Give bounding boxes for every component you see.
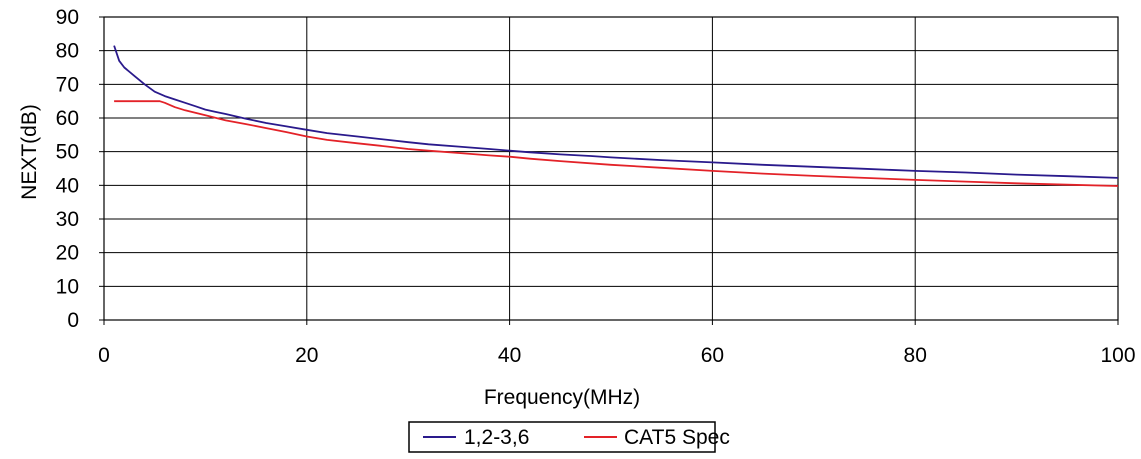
- x-tick-label-0: 0: [98, 344, 110, 367]
- y-tick-label-40: 40: [56, 174, 79, 197]
- y-axis-label: NEXT(dB): [18, 104, 41, 200]
- tick-labels: 0 10 20 30 40 50 60 70 80 90 0 20 40 60 80 100: [56, 6, 1136, 367]
- x-tick-label-40: 40: [498, 344, 521, 367]
- legend: 1,2-3,6 CAT5 Spec: [408, 421, 730, 453]
- grid: [104, 17, 1118, 320]
- y-tick-label-60: 60: [56, 107, 79, 130]
- legend-label-1-2-3-6: 1,2-3,6: [464, 426, 529, 449]
- legend-label-cat5-spec: CAT5 Spec: [624, 426, 730, 449]
- x-tick-label-60: 60: [701, 344, 724, 367]
- x-tick-label-100: 100: [1100, 344, 1135, 367]
- x-tick-label-80: 80: [904, 344, 927, 367]
- series-line-cat5-spec: [114, 100, 1119, 187]
- axes: [99, 16, 1119, 325]
- y-tick-label-70: 70: [56, 73, 79, 96]
- legend-box: [408, 421, 716, 453]
- y-tick-label-20: 20: [56, 242, 79, 265]
- y-tick-label-10: 10: [56, 275, 79, 298]
- y-tick-label-0: 0: [67, 309, 79, 332]
- y-tick-label-30: 30: [56, 208, 79, 231]
- x-tick-label-20: 20: [295, 344, 318, 367]
- plot-border: [103, 16, 1119, 321]
- y-tick-label-80: 80: [56, 40, 79, 63]
- x-axis-label: Frequency(MHz): [484, 386, 640, 409]
- series-line-1-2-3-6: [113, 45, 1119, 179]
- series-lines: [113, 45, 1119, 187]
- y-tick-label-50: 50: [56, 141, 79, 164]
- y-tick-label-90: 90: [56, 6, 79, 29]
